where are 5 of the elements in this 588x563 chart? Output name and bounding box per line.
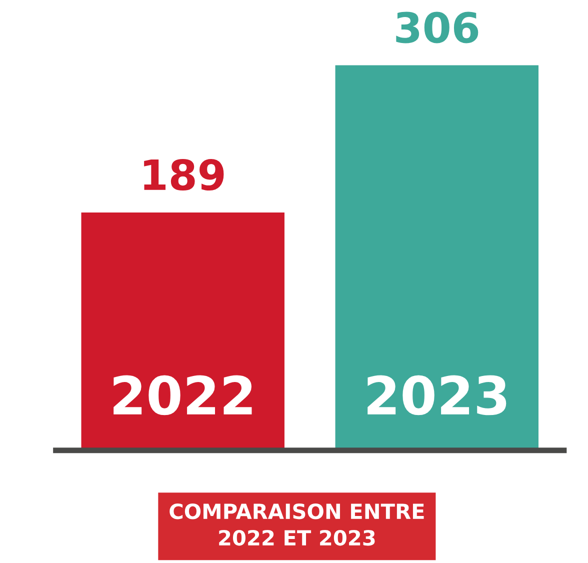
text: COMPARAISON ENTRE 2022 ET 2023	[170, 503, 424, 546]
data-label: 306	[396, 12, 478, 44]
data-label: 189	[144, 158, 224, 191]
x-tick-label: 2023	[368, 375, 506, 416]
x-tick-label: 2022	[114, 375, 252, 416]
